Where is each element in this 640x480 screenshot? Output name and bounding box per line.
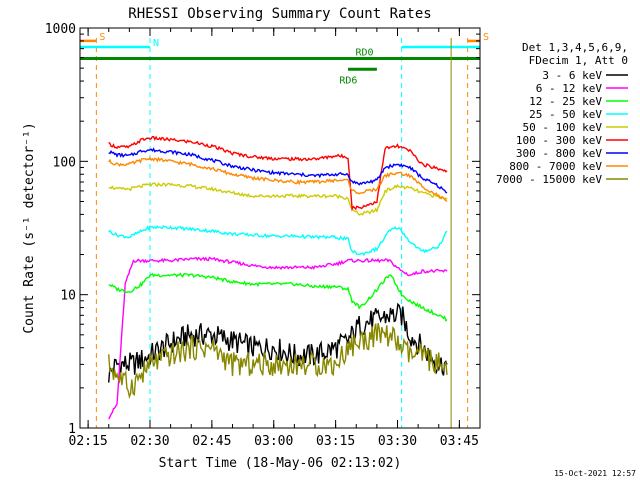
legend-entry-label: 3 - 6 keV xyxy=(542,69,602,82)
annotation-label-night: N xyxy=(153,38,159,49)
legend-entry-label: 7000 - 15000 keV xyxy=(496,173,602,186)
x-tick-label: 02:15 xyxy=(69,434,108,449)
x-tick-label: 02:30 xyxy=(130,434,169,449)
series-line xyxy=(108,225,448,257)
y-tick-label: 10 xyxy=(60,289,76,304)
annotation-label-decimation: RD6 xyxy=(339,75,357,86)
legend-header-line-2: FDecim 1, Att 0 xyxy=(529,54,628,67)
series-line xyxy=(108,135,448,212)
legend-entry-label: 6 - 12 keV xyxy=(536,82,603,95)
series-line xyxy=(108,272,448,322)
annotation-label-decimation: RD0 xyxy=(355,48,373,59)
y-tick-label: 1000 xyxy=(45,22,76,37)
annotation-label-saa: S xyxy=(99,32,105,43)
annotation-label-saa: S xyxy=(483,32,489,43)
legend-entry-label: 100 - 300 keV xyxy=(516,134,602,147)
series-line xyxy=(108,256,448,420)
legend-header-line-1: Det 1,3,4,5,6,9, xyxy=(522,41,628,54)
y-axis-label: Count Rate (s⁻¹ detector⁻¹) xyxy=(22,122,37,333)
legend-entry-label: 25 - 50 keV xyxy=(529,108,602,121)
x-axis-label: Start Time (18-May-06 02:13:02) xyxy=(159,456,402,471)
legend-entry-label: 50 - 100 keV xyxy=(523,121,603,134)
series-line xyxy=(108,182,448,216)
legend-entry-label: 300 - 800 keV xyxy=(516,147,602,160)
y-tick-label: 1 xyxy=(68,422,76,437)
legend-entry-label: 800 - 7000 keV xyxy=(509,160,602,173)
series-line xyxy=(108,156,448,203)
legend-entry-label: 12 - 25 keV xyxy=(529,95,602,108)
series-line xyxy=(108,322,448,400)
series-line xyxy=(108,147,448,194)
footer-timestamp: 15-Oct-2021 12:57 xyxy=(554,469,636,478)
chart-title: RHESSI Observing Summary Count Rates xyxy=(128,6,431,22)
x-tick-label: 03:00 xyxy=(254,434,293,449)
x-tick-label: 02:45 xyxy=(192,434,231,449)
plot-frame xyxy=(79,27,481,429)
y-tick-label: 100 xyxy=(53,155,76,170)
x-tick-label: 03:15 xyxy=(316,434,355,449)
x-tick-label: 03:30 xyxy=(378,434,417,449)
x-tick-label: 03:45 xyxy=(440,434,479,449)
